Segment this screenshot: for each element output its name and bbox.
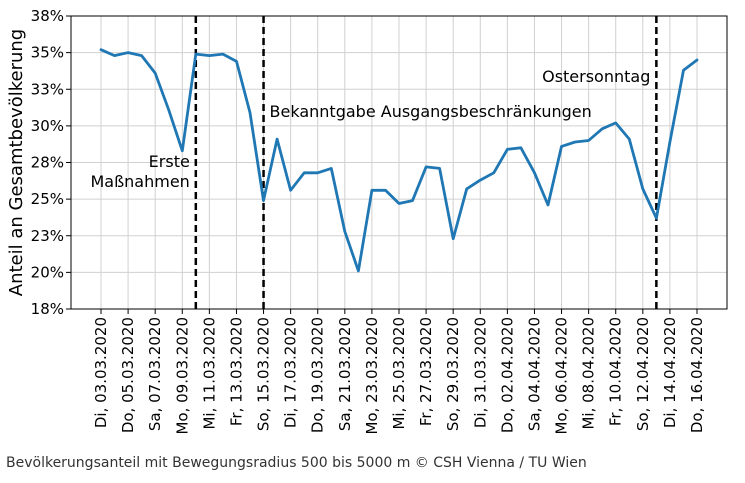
x-tick-label: Mi, 11.03.2020 [200,317,218,430]
annotation-lockdown: Bekanntgabe Ausgangsbeschränkungen [270,102,592,121]
y-tick-label: 20% [31,263,64,281]
x-tick-label: Do, 16.04.2020 [688,317,706,433]
y-tick-label: 25% [31,190,64,208]
annotation-first-measures: Erste [149,152,190,171]
x-tick-label: Di, 14.04.2020 [661,317,679,428]
series-line [99,48,699,273]
x-tick-label: Mo, 06.04.2020 [553,317,571,435]
x-tick-label: Di, 31.03.2020 [471,317,489,428]
x-tick-label: Di, 03.03.2020 [92,317,110,428]
x-tick-label: Mi, 08.04.2020 [580,317,598,430]
chart-caption: Bevölkerungsanteil mit Bewegungsradius 5… [6,455,587,471]
x-axis: Di, 03.03.2020 Do, 05.03.2020 Sa, 07.03.20… [92,309,706,435]
x-tick-label: Fr, 13.03.2020 [227,317,245,426]
x-tick-label: Sa, 07.03.2020 [146,317,164,431]
grid-lines [71,15,727,310]
x-tick-label: Mo, 09.03.2020 [173,317,191,435]
y-tick-label: 18% [31,300,64,318]
y-tick-label: 38% [31,7,64,25]
event-lines [194,16,658,309]
y-tick-label: 33% [31,80,64,98]
x-tick-label: So, 29.03.2020 [444,317,462,431]
x-tick-label: Do, 02.04.2020 [498,317,516,433]
x-tick-label: Do, 05.03.2020 [119,317,137,433]
x-tick-label: Do, 19.03.2020 [309,317,327,433]
y-axis: 18% 20% 23% 25% 28% 30% 33% 35% 38% [31,7,71,318]
y-tick-label: 23% [31,227,64,245]
y-tick-label: 35% [31,44,64,62]
series-layer [99,48,699,273]
x-tick-label: Mi, 25.03.2020 [390,317,408,430]
x-tick-label: Fr, 27.03.2020 [417,317,435,426]
x-tick-label: Sa, 04.04.2020 [525,317,543,431]
x-tick-label: Mo, 23.03.2020 [363,317,381,435]
x-tick-label: Di, 17.03.2020 [282,317,300,428]
x-tick-label: Sa, 21.03.2020 [336,317,354,431]
y-axis-title: Anteil an Gesamtbevölkerung [6,29,27,296]
annotation-first-measures: Maßnahmen [90,172,189,191]
x-tick-label: So, 12.04.2020 [634,317,652,431]
y-tick-label: 28% [31,154,64,172]
x-tick-label: Fr, 10.04.2020 [607,317,625,426]
x-tick-label: So, 15.03.2020 [255,317,273,431]
annotation-easter: Ostersonntag [542,67,650,86]
y-tick-label: 30% [31,117,64,135]
